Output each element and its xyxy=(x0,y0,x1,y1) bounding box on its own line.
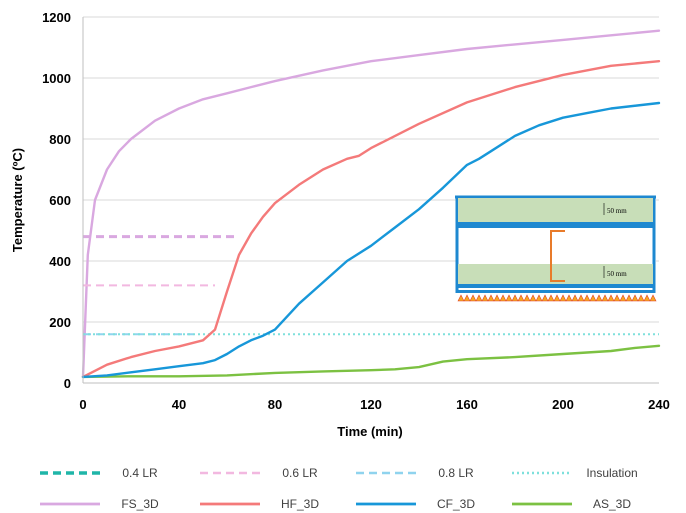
y-tick-label: 1000 xyxy=(42,71,71,86)
y-tick-labels: 0 200 400 600 800 1000 1200 xyxy=(42,10,71,391)
cross-section-inset: 50 mm 50 mm xyxy=(455,195,657,302)
series-lines xyxy=(81,29,661,379)
inset-top-plate xyxy=(458,222,653,228)
inset-label-bottom: 50 mm xyxy=(607,270,627,278)
grid-lines xyxy=(83,16,659,323)
legend: 0.4 LR 0.6 LR 0.8 LR Insulation FS_3D HF_3D CF… xyxy=(40,466,638,511)
inset-bottom-plate xyxy=(458,284,653,288)
inset-bottom-plate-2 xyxy=(458,290,653,293)
legend-label: CF_3D xyxy=(437,497,475,511)
inset-top-board xyxy=(458,198,653,222)
x-tick-label: 80 xyxy=(268,397,282,412)
legend-label: AS_3D xyxy=(593,497,631,511)
x-tick-label: 200 xyxy=(552,397,574,412)
fire-exposure-icon xyxy=(457,294,657,302)
y-tick-label: 400 xyxy=(49,254,71,269)
y-tick-label: 800 xyxy=(49,132,71,147)
flame-shape xyxy=(457,294,657,302)
x-tick-label: 0 xyxy=(79,397,86,412)
x-tick-label: 240 xyxy=(648,397,670,412)
legend-label: 0.6 LR xyxy=(282,466,318,480)
legend-label: 0.8 LR xyxy=(438,466,474,480)
legend-label: Insulation xyxy=(586,466,637,480)
inset-label-top: 50 mm xyxy=(607,207,627,215)
legend-label: HF_3D xyxy=(281,497,319,511)
y-axis-title: Temperature (ºC) xyxy=(10,148,25,252)
axes xyxy=(82,17,659,384)
y-tick-label: 600 xyxy=(49,193,71,208)
y-tick-label: 0 xyxy=(64,376,71,391)
y-tick-label: 200 xyxy=(49,315,71,330)
x-tick-labels: 0 40 80 120 160 200 240 xyxy=(79,397,669,412)
x-tick-label: 40 xyxy=(172,397,186,412)
inset-c-section xyxy=(550,230,565,282)
legend-label: FS_3D xyxy=(121,497,159,511)
x-tick-label: 120 xyxy=(360,397,382,412)
x-axis-title: Time (min) xyxy=(337,424,403,439)
series-line-hf-3d xyxy=(81,60,661,379)
series-line-as-3d xyxy=(81,344,661,379)
x-tick-label: 160 xyxy=(456,397,478,412)
series-line-cf-3d xyxy=(81,101,661,379)
y-tick-label: 1200 xyxy=(42,10,71,25)
legend-label: 0.4 LR xyxy=(122,466,158,480)
series-line-fs-3d xyxy=(81,29,661,379)
